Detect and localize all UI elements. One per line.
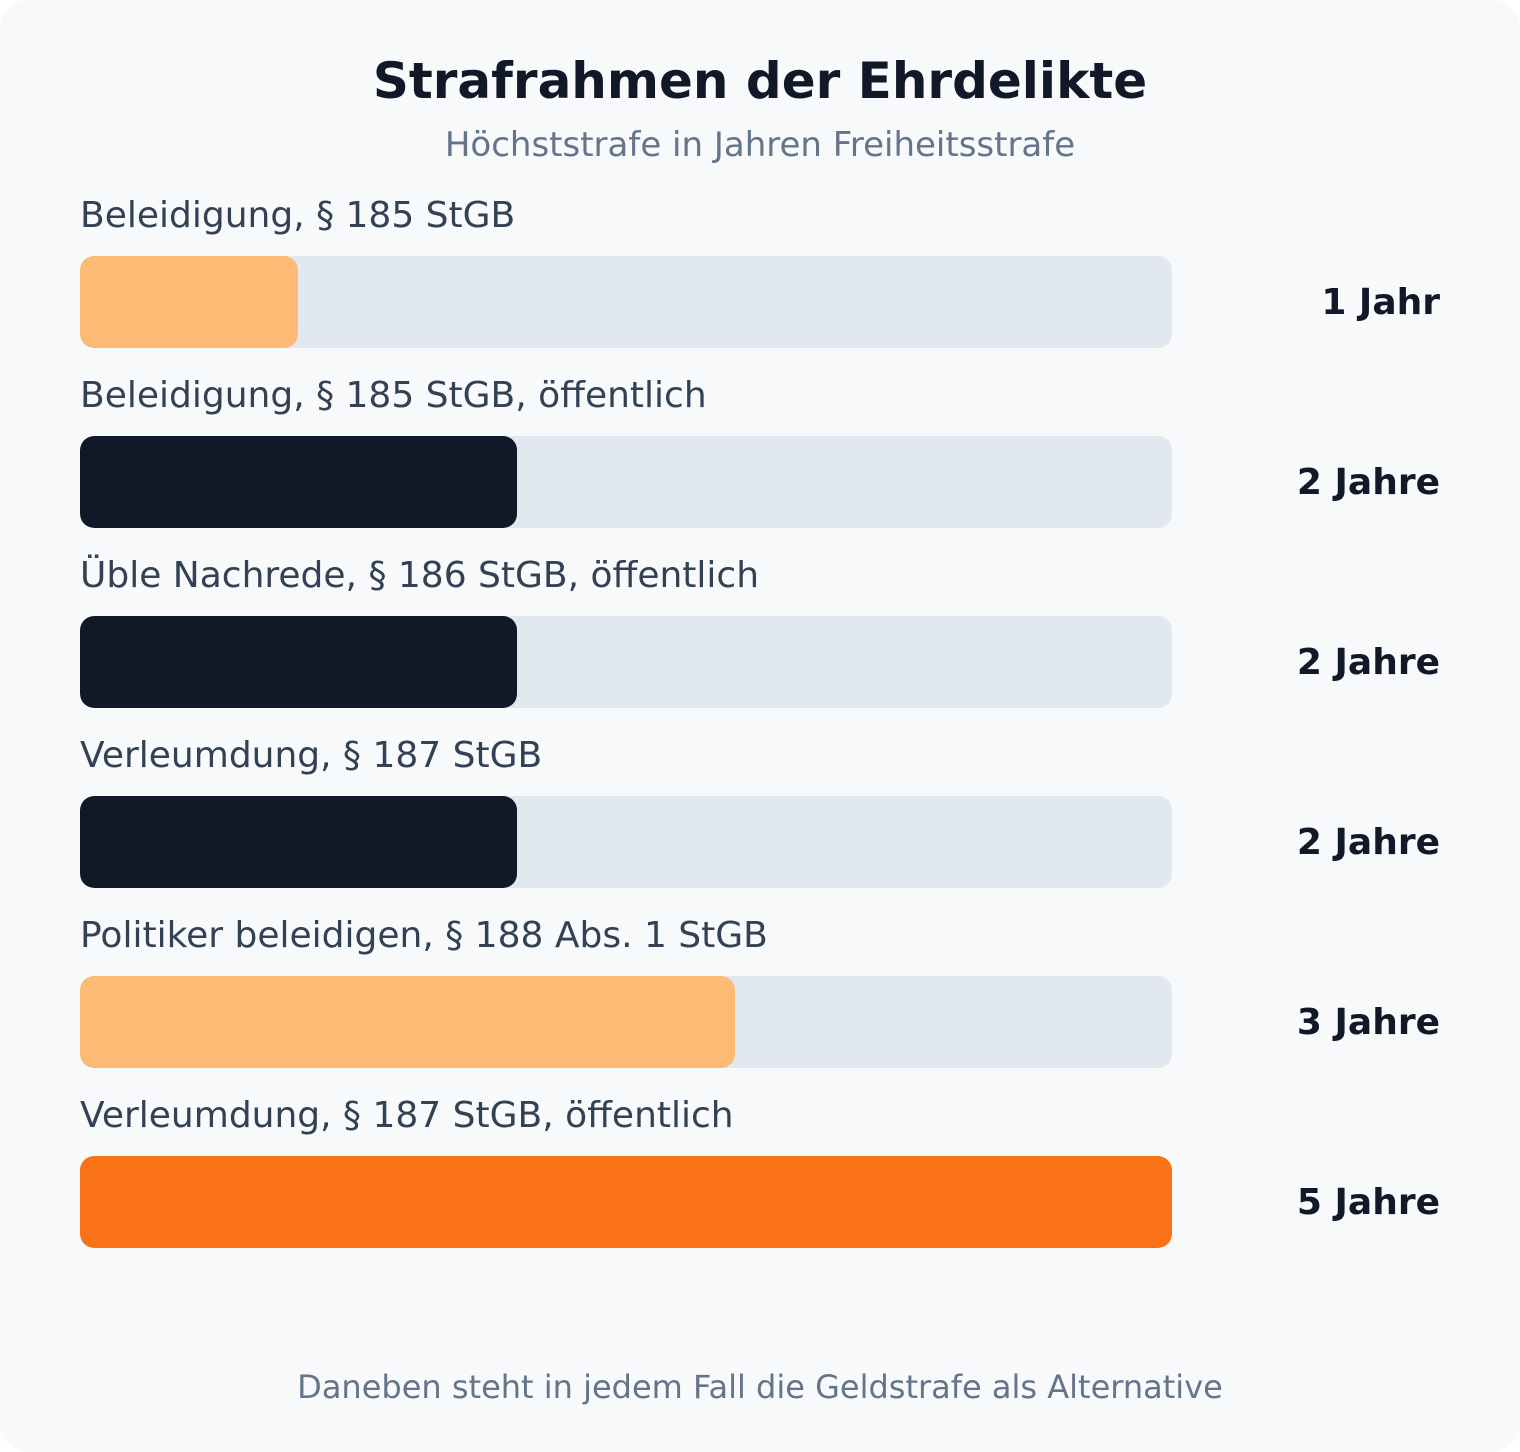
bar-track: [80, 256, 1172, 348]
bar-category-label: Beleidigung, § 185 StGB, öffentlich: [80, 375, 707, 416]
chart-title: Strafrahmen der Ehrdelikte: [372, 52, 1148, 110]
bar: [80, 616, 517, 708]
bar-value-label: 2 Jahre: [1296, 462, 1440, 503]
bar-value-label: 5 Jahre: [1296, 1182, 1440, 1223]
bar-track: [80, 796, 1172, 888]
bar-value-label: 1 Jahr: [1321, 282, 1440, 323]
bar-value-label: 2 Jahre: [1296, 642, 1440, 683]
bar-track: [80, 976, 1172, 1068]
bar: [80, 256, 298, 348]
bar-category-label: Verleumdung, § 187 StGB: [80, 735, 543, 776]
chart-footnote: Daneben steht in jedem Fall die Geldstra…: [297, 1368, 1223, 1406]
chart-subtitle: Höchststrafe in Jahren Freiheitsstrafe: [444, 125, 1076, 165]
bar: [80, 436, 517, 528]
bar-category-label: Verleumdung, § 187 StGB, öffentlich: [80, 1095, 734, 1136]
bar-track: [80, 436, 1172, 528]
bar-track: [80, 1156, 1172, 1248]
bar-value-label: 3 Jahre: [1296, 1002, 1440, 1043]
bar-track: [80, 616, 1172, 708]
bar-category-label: Politiker beleidigen, § 188 Abs. 1 StGB: [80, 915, 768, 956]
bar: [80, 1156, 1172, 1248]
bar-category-label: Üble Nachrede, § 186 StGB, öffentlich: [80, 555, 760, 596]
bar-category-label: Beleidigung, § 185 StGB: [80, 195, 516, 236]
bar: [80, 796, 517, 888]
bar-value-label: 2 Jahre: [1296, 822, 1440, 863]
bar: [80, 976, 735, 1068]
